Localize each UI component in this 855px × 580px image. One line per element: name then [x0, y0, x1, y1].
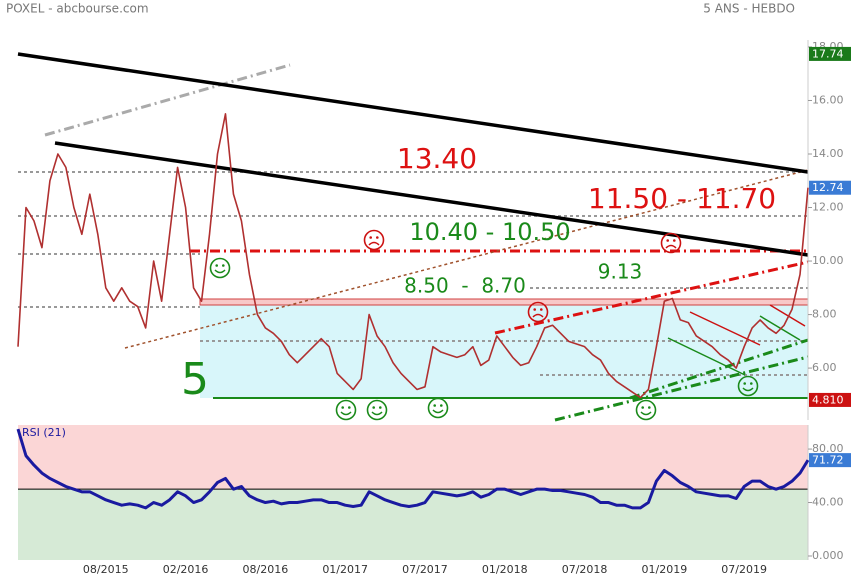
chart-subtitle: 5 ANS - HEBDO — [703, 2, 795, 16]
trend-line — [17, 52, 809, 174]
smiley — [427, 397, 449, 419]
smiley — [209, 257, 231, 279]
y-tick-label: 14.00 — [812, 147, 844, 160]
smiley — [335, 399, 357, 421]
series-line — [17, 113, 809, 399]
smiley — [635, 399, 657, 421]
price-label: 12.74 — [812, 181, 844, 194]
y-tick-label: 0.000 — [812, 549, 844, 562]
x-tick-label: 08/2016 — [243, 563, 289, 576]
x-tick-label: 08/2015 — [83, 563, 129, 576]
price-label-box — [809, 453, 851, 468]
x-tick-label: 02/2016 — [163, 563, 209, 576]
oversold-zone — [18, 489, 808, 560]
channel-line — [689, 311, 761, 346]
x-tick-label: 01/2018 — [482, 563, 528, 576]
series-line — [16, 428, 810, 510]
price-label-box — [809, 180, 851, 195]
price-label-box — [809, 392, 851, 407]
annotation: 10.40 - 10.50 — [409, 218, 570, 246]
y-tick-label: 6.00 — [812, 361, 837, 374]
overbought-zone — [18, 425, 808, 490]
annotation: 5 — [181, 354, 209, 405]
trend-line — [44, 63, 291, 137]
price-label: 17.74 — [812, 47, 844, 60]
trend-line — [54, 141, 809, 257]
channel-line — [667, 337, 746, 376]
drawings — [17, 52, 809, 422]
x-tick-label: 07/2019 — [721, 563, 767, 576]
price-label: 4.810 — [812, 393, 844, 406]
x-tick-label: 07/2018 — [562, 563, 608, 576]
frowny — [363, 229, 385, 251]
trend-line — [494, 260, 809, 335]
channel-line — [769, 304, 806, 327]
y-tick-label: 10.00 — [812, 254, 844, 267]
annotation: 8.50 - 8.70 — [404, 274, 526, 298]
x-tick-label: 01/2017 — [322, 563, 368, 576]
y-tick-label: 16.00 — [812, 93, 844, 106]
smiley — [366, 399, 388, 421]
y-tick-label: 40.00 — [812, 496, 844, 509]
y-tick-label: 8.00 — [812, 308, 837, 321]
rsi-title: RSI (21) — [22, 426, 66, 439]
trend-line — [554, 355, 809, 422]
y-tick-label: 12.00 — [812, 201, 844, 214]
annotation: 9.13 — [598, 260, 643, 284]
x-tick-label: 01/2019 — [642, 563, 688, 576]
y-tick-label: 80.00 — [812, 442, 844, 455]
price-label-box — [809, 46, 851, 61]
channel-line — [759, 315, 801, 341]
resistance-band — [199, 298, 809, 306]
trend-line — [124, 169, 809, 349]
chart-title: POXEL - abcbourse.com — [6, 2, 149, 16]
x-tick-label: 07/2017 — [402, 563, 448, 576]
annotation: 11.50 - 11.70 — [588, 182, 776, 215]
annotation: 13.40 — [397, 142, 477, 175]
price-label: 71.72 — [812, 454, 844, 467]
